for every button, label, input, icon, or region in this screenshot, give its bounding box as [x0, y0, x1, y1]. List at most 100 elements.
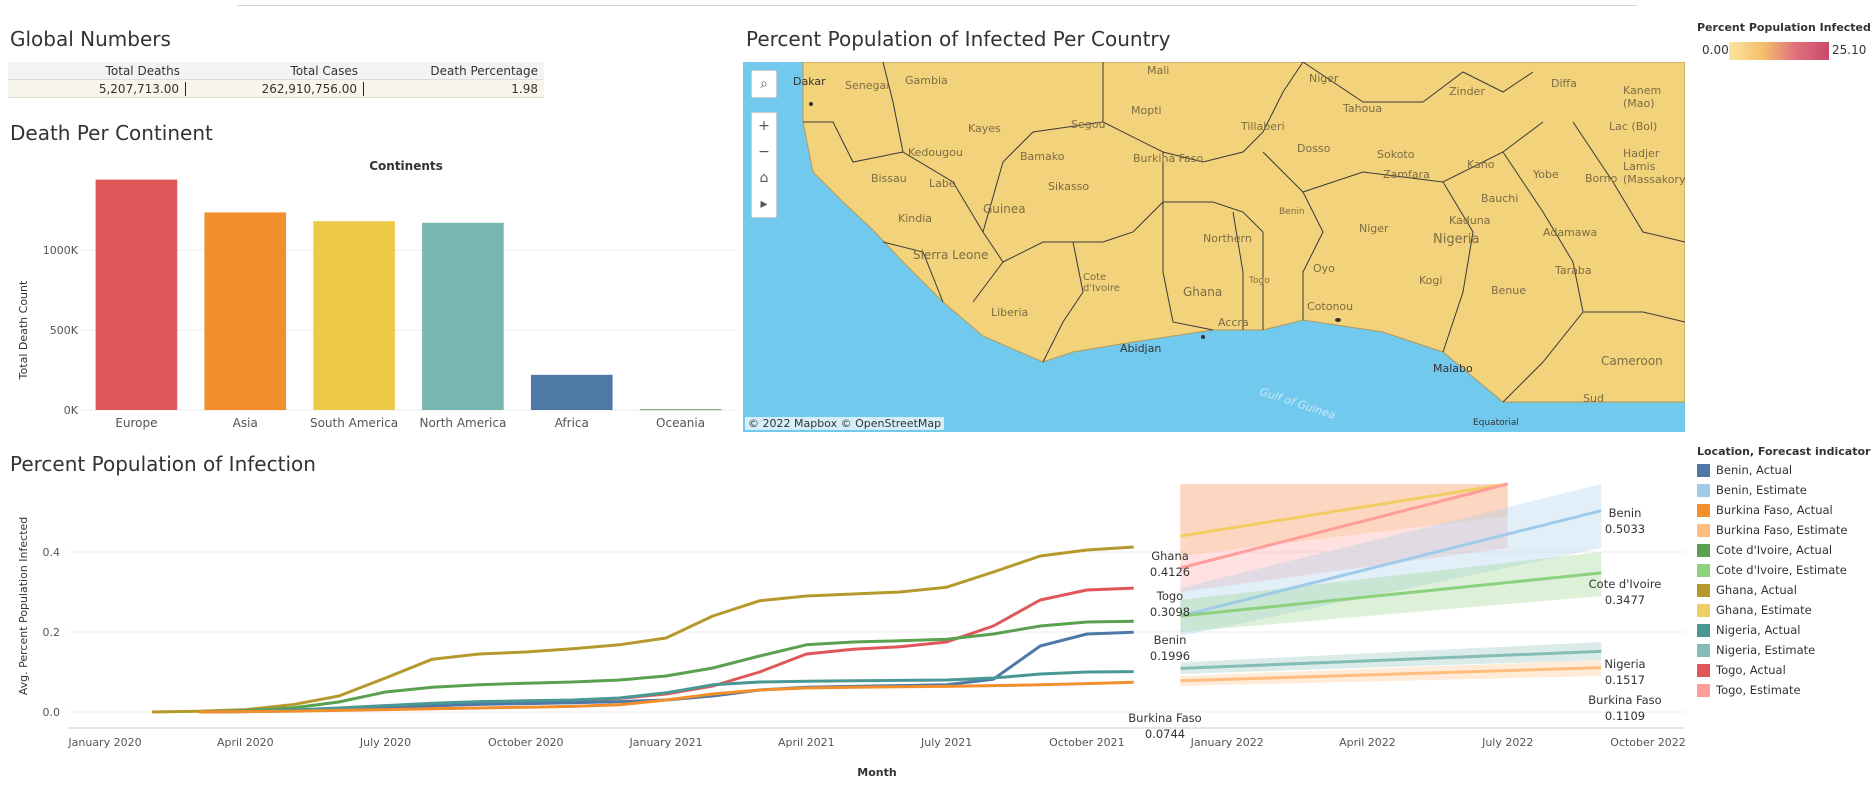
estimate-line[interactable] — [1180, 482, 1508, 538]
map-label: Nigeria — [1433, 232, 1480, 247]
map-label: Zamfara — [1383, 168, 1430, 181]
series-name-label: Benin — [1609, 506, 1642, 520]
global-numbers-table: Total Deaths Total Cases Death Percentag… — [8, 62, 544, 98]
actual-line[interactable] — [198, 670, 1134, 714]
legend-label: Togo, Actual — [1716, 663, 1786, 677]
continents-header: Continents — [369, 159, 443, 173]
zoom-out-icon[interactable]: − — [758, 144, 770, 160]
legend-item[interactable]: Cote d'Ivoire, Actual — [1697, 542, 1832, 558]
legend-swatch — [1697, 503, 1710, 517]
bar-north-america[interactable] — [422, 222, 504, 410]
map-label: Oyo — [1313, 262, 1335, 275]
actual-line[interactable] — [151, 545, 1134, 714]
header-total-deaths[interactable]: Total Deaths — [105, 63, 180, 78]
series-value-label: 0.3477 — [1605, 593, 1645, 607]
series-value-label: 0.3098 — [1150, 605, 1190, 619]
line-x-tick-label: January 2021 — [628, 736, 702, 749]
legend-label: Burkina Faso, Actual — [1716, 503, 1833, 517]
estimate-line[interactable] — [1180, 509, 1602, 618]
search-icon[interactable]: ⌕ — [760, 76, 768, 92]
bar-asia[interactable] — [204, 212, 287, 410]
series-name-label: Nigeria — [1604, 657, 1645, 671]
legend-item[interactable]: Benin, Estimate — [1697, 482, 1807, 498]
estimate-line[interactable] — [1180, 666, 1602, 683]
legend-swatch — [1697, 643, 1710, 657]
actual-line[interactable] — [198, 680, 1134, 714]
line-y-tick-label: 0.4 — [43, 546, 61, 559]
legend-item[interactable]: Nigeria, Estimate — [1697, 642, 1815, 658]
map-label: Diffa — [1551, 77, 1577, 90]
map-label: Hadjer Lamis (Massakory) — [1623, 147, 1685, 186]
map-label: Malabo — [1433, 362, 1473, 375]
value-death-percentage: 1.98 — [511, 81, 538, 96]
legend-label: Ghana, Estimate — [1716, 603, 1812, 617]
home-icon[interactable]: ⌂ — [759, 170, 769, 186]
bar-south-america[interactable] — [313, 221, 395, 410]
legend-item[interactable]: Burkina Faso, Actual — [1697, 502, 1833, 518]
estimate-line[interactable] — [1180, 482, 1509, 570]
legend-label: Benin, Actual — [1716, 463, 1793, 477]
header-total-cases[interactable]: Total Cases — [290, 63, 358, 78]
map-label: Tillaberi — [1241, 120, 1285, 133]
map-label: Cote d'Ivoire — [1083, 272, 1120, 294]
play-icon[interactable]: ▸ — [760, 196, 768, 212]
header-death-percentage[interactable]: Death Percentage — [430, 63, 538, 78]
estimate-line[interactable] — [1180, 571, 1602, 618]
bar-europe[interactable] — [95, 179, 178, 410]
legend-item[interactable]: Togo, Actual — [1697, 662, 1786, 678]
bar-y-tick-label: 1000K — [43, 244, 79, 257]
legend-item[interactable]: Togo, Estimate — [1697, 682, 1801, 698]
map-svg[interactable] — [743, 62, 1685, 432]
legend-label: Nigeria, Actual — [1716, 623, 1801, 637]
line-x-tick-label: October 2021 — [1049, 736, 1125, 749]
map-search-control[interactable]: ⌕ — [751, 70, 777, 98]
bar-category-label: Africa — [555, 416, 589, 430]
map-label: Niger — [1309, 72, 1339, 85]
legend-swatch — [1697, 463, 1710, 477]
land-mass — [802, 62, 1685, 403]
legend-item[interactable]: Ghana, Actual — [1697, 582, 1797, 598]
map-label: Mopti — [1131, 104, 1162, 117]
legend-item[interactable]: Nigeria, Actual — [1697, 622, 1800, 638]
bar-oceania[interactable] — [639, 409, 722, 411]
estimate-line[interactable] — [1180, 649, 1602, 670]
line-y-tick-label: 0.0 — [43, 706, 61, 719]
estimate-band — [1180, 642, 1602, 674]
legend-item[interactable]: Benin, Actual — [1697, 462, 1792, 478]
infection-legend-title: Location, Forecast indicator — [1697, 445, 1871, 458]
line-x-tick-label: July 2021 — [920, 736, 972, 749]
legend-label: Cote d'Ivoire, Actual — [1716, 543, 1833, 557]
map-label: Cameroon — [1601, 354, 1663, 368]
legend-item[interactable]: Cote d'Ivoire, Estimate — [1697, 562, 1847, 578]
map-label: Sud — [1583, 392, 1604, 405]
map-label: Benin — [1279, 207, 1305, 217]
estimate-band — [1180, 484, 1508, 592]
legend-item[interactable]: Burkina Faso, Estimate — [1697, 522, 1848, 538]
legend-swatch — [1697, 543, 1710, 557]
series-name-label: Cote d'Ivoire — [1589, 577, 1662, 591]
zoom-in-icon[interactable]: + — [758, 118, 770, 134]
map-zoom-controls[interactable]: + − ⌂ ▸ — [751, 112, 777, 218]
series-name-label: Benin — [1154, 633, 1187, 647]
map-label: Kedougou — [908, 146, 963, 159]
series-name-label: Burkina Faso — [1588, 693, 1661, 707]
infection-title: Percent Population of Infection — [10, 452, 316, 476]
map-label: Bamako — [1020, 150, 1065, 163]
map-label: Taraba — [1555, 264, 1592, 277]
legend-item[interactable]: Ghana, Estimate — [1697, 602, 1812, 618]
legend-swatch — [1697, 483, 1710, 497]
table-row[interactable]: 5,207,713.00 262,910,756.00 1.98 — [8, 80, 544, 98]
map-attribution[interactable]: © 2022 Mapbox © OpenStreetMap — [745, 417, 945, 430]
bar-category-label: Oceania — [656, 416, 705, 430]
map-legend-gradient — [1729, 42, 1829, 60]
map-label: Benue — [1491, 284, 1527, 297]
bar-africa[interactable] — [530, 374, 613, 410]
line-x-tick-label: January 2022 — [1190, 736, 1264, 749]
map-label: Sierra Leone — [913, 248, 989, 262]
estimate-band — [1180, 552, 1602, 632]
map-label: Kano — [1467, 158, 1495, 171]
actual-line[interactable] — [198, 619, 1134, 714]
infection-map[interactable]: Dakar Senegal Gambia Mali Kayes Segou Mo… — [743, 62, 1685, 432]
legend-swatch — [1697, 683, 1710, 697]
value-total-deaths: 5,207,713.00 — [8, 81, 186, 96]
